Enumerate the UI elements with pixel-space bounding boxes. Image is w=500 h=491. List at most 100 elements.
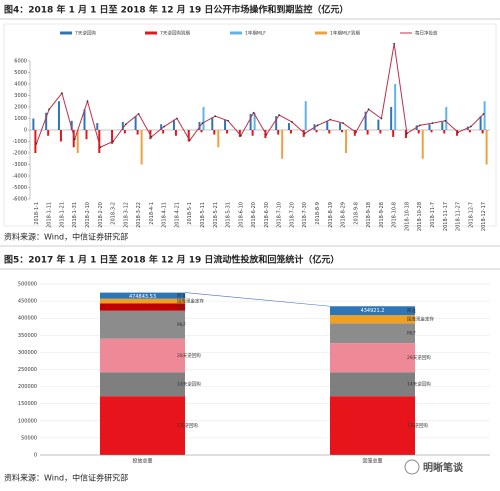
chart-2: 0 50000 100000 150000 200000 250000 300000 3500… xyxy=(18,282,490,465)
y-tick-label: 3000 xyxy=(14,93,27,99)
y-tick-label: 300000 xyxy=(18,350,37,356)
point xyxy=(150,136,153,138)
bar xyxy=(45,112,48,130)
bar xyxy=(213,130,216,135)
y-tick-label: 200000 xyxy=(18,384,37,390)
y-tick-label: -1000 xyxy=(12,139,27,145)
bar xyxy=(251,130,254,136)
x-tick-label: 2018-11-7 xyxy=(430,202,436,228)
point xyxy=(176,117,178,120)
bar xyxy=(162,130,165,134)
y-tick-label: -4000 xyxy=(12,174,27,180)
point xyxy=(48,108,51,111)
bar xyxy=(404,130,407,139)
bar xyxy=(224,119,227,130)
point xyxy=(444,119,447,122)
legend-label: 7天逆回购到期 xyxy=(160,30,190,37)
bar xyxy=(34,130,37,153)
bar xyxy=(315,130,318,133)
bar xyxy=(238,130,241,137)
total-label: 474843.53 xyxy=(129,294,156,300)
point xyxy=(214,115,217,118)
bar xyxy=(47,130,50,136)
y-tick-label: 150000 xyxy=(18,401,37,407)
bar-segment xyxy=(100,396,185,455)
x-tick-label: 2018-1-1 xyxy=(34,202,40,225)
bar xyxy=(57,101,60,130)
x-tick-label: 2018-2-20 xyxy=(98,202,104,228)
bar xyxy=(72,130,75,148)
y-tick-label: 100000 xyxy=(18,418,37,424)
segment-label: 降准 xyxy=(177,292,186,299)
chart-frame xyxy=(3,23,497,227)
bar xyxy=(443,130,446,134)
bar xyxy=(32,118,35,130)
x-tick-label: 投放总量 xyxy=(132,458,152,465)
total-label: 434921.2 xyxy=(361,308,385,314)
x-tick-label: 2018-9-28 xyxy=(379,202,385,228)
bar xyxy=(217,130,220,148)
y-tick-label: 350000 xyxy=(18,333,37,339)
bar xyxy=(111,130,114,144)
bar xyxy=(264,130,267,139)
legend-swatch xyxy=(315,31,327,35)
segment-label: 28天逆回购 xyxy=(407,354,431,361)
bar xyxy=(468,130,471,133)
point xyxy=(252,111,255,114)
x-tick-label: 2018-4-1 xyxy=(149,202,155,225)
point xyxy=(367,108,370,111)
point xyxy=(86,100,89,103)
figure-title: 图4：2018 年 1 月 1 日至 2018 年 12 月 19 日公开市场操… xyxy=(4,4,348,16)
segment-label: 14天逆回购 xyxy=(177,381,201,388)
legend-label: 7天逆回购 xyxy=(75,30,96,37)
segment-label: 国库现金定存 xyxy=(407,316,434,323)
point xyxy=(329,118,332,121)
legend-swatch xyxy=(230,31,242,35)
x-tick-label: 2018-3-2 xyxy=(111,202,117,225)
bar xyxy=(430,130,433,133)
bar xyxy=(345,130,348,153)
x-tick-label: 回笼总量 xyxy=(362,458,382,465)
bar xyxy=(277,130,280,135)
point xyxy=(457,131,459,134)
y-tick-label: 5000 xyxy=(14,70,27,76)
bar xyxy=(428,124,431,130)
x-tick-label: 2018-11-17 xyxy=(443,202,449,231)
point xyxy=(61,92,63,95)
bar xyxy=(172,119,175,130)
connector xyxy=(184,292,331,307)
bar-segment xyxy=(100,303,185,311)
bar xyxy=(76,130,79,153)
bar-segment xyxy=(100,310,185,339)
point xyxy=(227,119,229,122)
y-tick-label: -3000 xyxy=(12,162,27,168)
bar xyxy=(379,130,382,134)
segment-label: 国库现金定存 xyxy=(177,298,204,305)
bar xyxy=(421,130,424,159)
segment-label: 28天逆回购 xyxy=(177,352,201,359)
point xyxy=(291,121,293,123)
x-tick-label: 2018-5-21 xyxy=(213,202,219,228)
y-tick-label: -5000 xyxy=(12,185,27,191)
bar xyxy=(366,130,369,135)
bar xyxy=(96,123,99,130)
bar xyxy=(134,116,137,130)
bar xyxy=(249,113,252,130)
bar-segment xyxy=(330,372,415,397)
y-tick-label: 400000 xyxy=(18,316,37,322)
x-tick-label: 2018-3-22 xyxy=(136,202,142,228)
y-tick-label: 1000 xyxy=(14,116,27,122)
x-tick-label: 2018-10-18 xyxy=(404,202,410,231)
point xyxy=(406,132,408,135)
segment-label: 14天逆回购 xyxy=(407,381,431,388)
point xyxy=(35,142,38,145)
segment-label: MLF xyxy=(177,322,186,328)
bar xyxy=(353,130,356,136)
bar xyxy=(85,130,88,140)
bar-segment xyxy=(100,298,185,304)
bar xyxy=(364,111,367,130)
bar xyxy=(83,109,86,130)
y-tick-label: 4000 xyxy=(14,82,27,88)
point xyxy=(380,117,383,120)
